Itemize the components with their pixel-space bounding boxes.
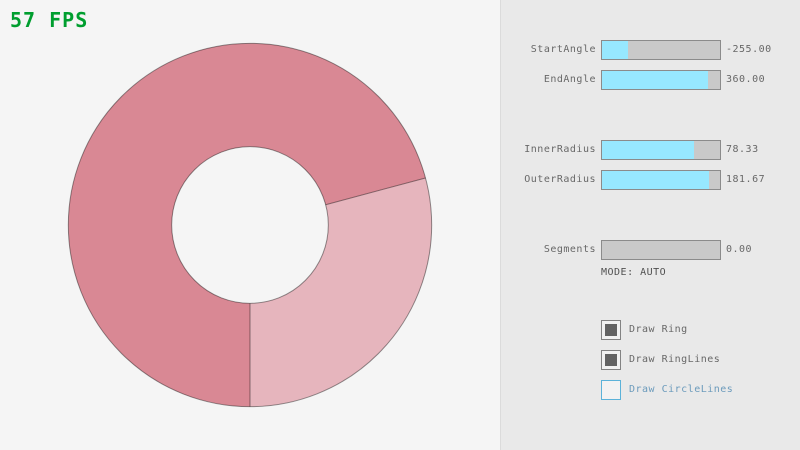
slider-row-inner-radius: InnerRadius 78.33 (501, 140, 800, 160)
ring-sector (68, 43, 426, 407)
outer-radius-label: OuterRadius (524, 174, 596, 185)
segments-mode-label: MODE: AUTO (601, 267, 667, 278)
end-angle-label: EndAngle (543, 74, 596, 85)
inner-radius-label: InnerRadius (524, 144, 596, 155)
ring-divider-line (325, 177, 426, 206)
outer-radius-value: 181.67 (726, 174, 766, 185)
check-mark (605, 324, 617, 336)
draw-circlelines-checkbox[interactable] (601, 380, 621, 400)
segments-value: 0.00 (726, 244, 753, 255)
draw-circlelines-label: Draw CircleLines (629, 384, 734, 395)
start-angle-value: -255.00 (726, 44, 772, 55)
control-panel: StartAngle -255.00 EndAngle 360.00 Inner… (500, 0, 800, 450)
inner-radius-value: 78.33 (726, 144, 759, 155)
ring-outline (171, 146, 329, 304)
slider-row-outer-radius: OuterRadius 181.67 (501, 170, 800, 190)
draw-ringlines-checkbox[interactable] (601, 350, 621, 370)
fps-counter: 57 FPS (10, 8, 89, 32)
start-angle-slider[interactable] (601, 40, 721, 60)
slider-row-start-angle: StartAngle -255.00 (501, 40, 800, 60)
end-angle-value: 360.00 (726, 74, 766, 85)
start-angle-label: StartAngle (530, 44, 596, 55)
check-mark (605, 354, 617, 366)
inner-radius-slider-fill (602, 141, 695, 159)
end-angle-slider-fill (602, 71, 709, 89)
slider-row-segments: Segments 0.00 (501, 240, 800, 260)
ring-outline (67, 42, 433, 408)
draw-ringlines-label: Draw RingLines (629, 354, 721, 365)
segments-label: Segments (543, 244, 596, 255)
slider-row-end-angle: EndAngle 360.00 (501, 70, 800, 90)
outer-radius-slider[interactable] (601, 170, 721, 190)
start-angle-slider-fill (602, 41, 628, 59)
outer-radius-slider-fill (602, 171, 710, 189)
checkbox-row-draw-ringlines: Draw RingLines (601, 350, 800, 370)
ring-sector (250, 177, 432, 407)
end-angle-slider[interactable] (601, 70, 721, 90)
checkbox-row-draw-ring: Draw Ring (601, 320, 800, 340)
segments-slider[interactable] (601, 240, 721, 260)
draw-ring-label: Draw Ring (629, 324, 688, 335)
checkbox-row-draw-circlelines: Draw CircleLines (601, 380, 800, 400)
inner-radius-slider[interactable] (601, 140, 721, 160)
draw-ring-checkbox[interactable] (601, 320, 621, 340)
